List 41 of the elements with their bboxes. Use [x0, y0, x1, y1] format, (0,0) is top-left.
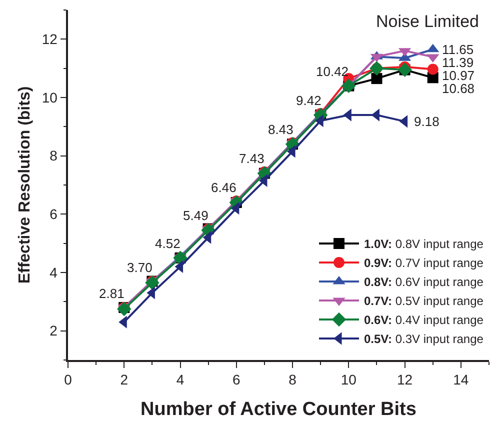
point	[427, 64, 438, 75]
point	[116, 302, 132, 316]
x-tick-label: 4	[176, 372, 184, 388]
y-tick-label: 6	[50, 206, 58, 222]
x-tick-label: 10	[340, 372, 357, 388]
annotation: 7.43	[239, 151, 264, 166]
annotation: 10.68	[442, 81, 475, 96]
legend-label: 0.5V: 0.3V input range	[364, 332, 484, 346]
y-tick-label: 12	[42, 31, 58, 48]
legend-label: 0.7V: 0.5V input range	[364, 294, 484, 308]
annotation: 5.49	[183, 208, 208, 223]
annotation: 11.39	[442, 55, 474, 70]
x-tick-label: 12	[397, 372, 413, 388]
annotation: 6.46	[211, 180, 236, 195]
x-tick-label: 14	[453, 372, 469, 388]
y-tick-label: 2	[50, 322, 58, 339]
annotation: 11.65	[442, 42, 474, 57]
legend-label: 0.8V: 0.6V input range	[364, 275, 484, 290]
point	[371, 73, 382, 84]
y-tick-label: 8	[50, 148, 58, 164]
annotation: 10.42	[316, 64, 349, 79]
legend-label: 0.6V: 0.4V input range	[364, 313, 484, 328]
y-axis-title: Effective Resolution (bits)	[16, 86, 34, 284]
legend-label: 1.0V: 0.8V input range	[364, 237, 484, 252]
annotation: 9.18	[414, 114, 440, 129]
y-tick-label: 4	[50, 264, 58, 280]
annotation: 8.43	[268, 122, 294, 137]
x-tick-label: 6	[232, 372, 240, 388]
annotation: 10.97	[442, 68, 475, 83]
point	[145, 276, 160, 290]
y-tick-label: 10	[42, 89, 58, 106]
x-axis-title: Number of Active Counter Bits	[140, 398, 416, 420]
legend-label: 0.9V: 0.7V input range	[364, 256, 484, 270]
annotation: 9.42	[296, 93, 322, 108]
x-tick-label: 2	[120, 372, 128, 388]
annotation: 3.70	[127, 260, 152, 275]
annotation: 4.52	[155, 236, 180, 251]
x-tick-label: 8	[288, 372, 297, 388]
annotation: Noise Limited	[376, 12, 479, 31]
annotation: 2.81	[99, 286, 124, 301]
x-tick-label: 0	[64, 372, 72, 388]
